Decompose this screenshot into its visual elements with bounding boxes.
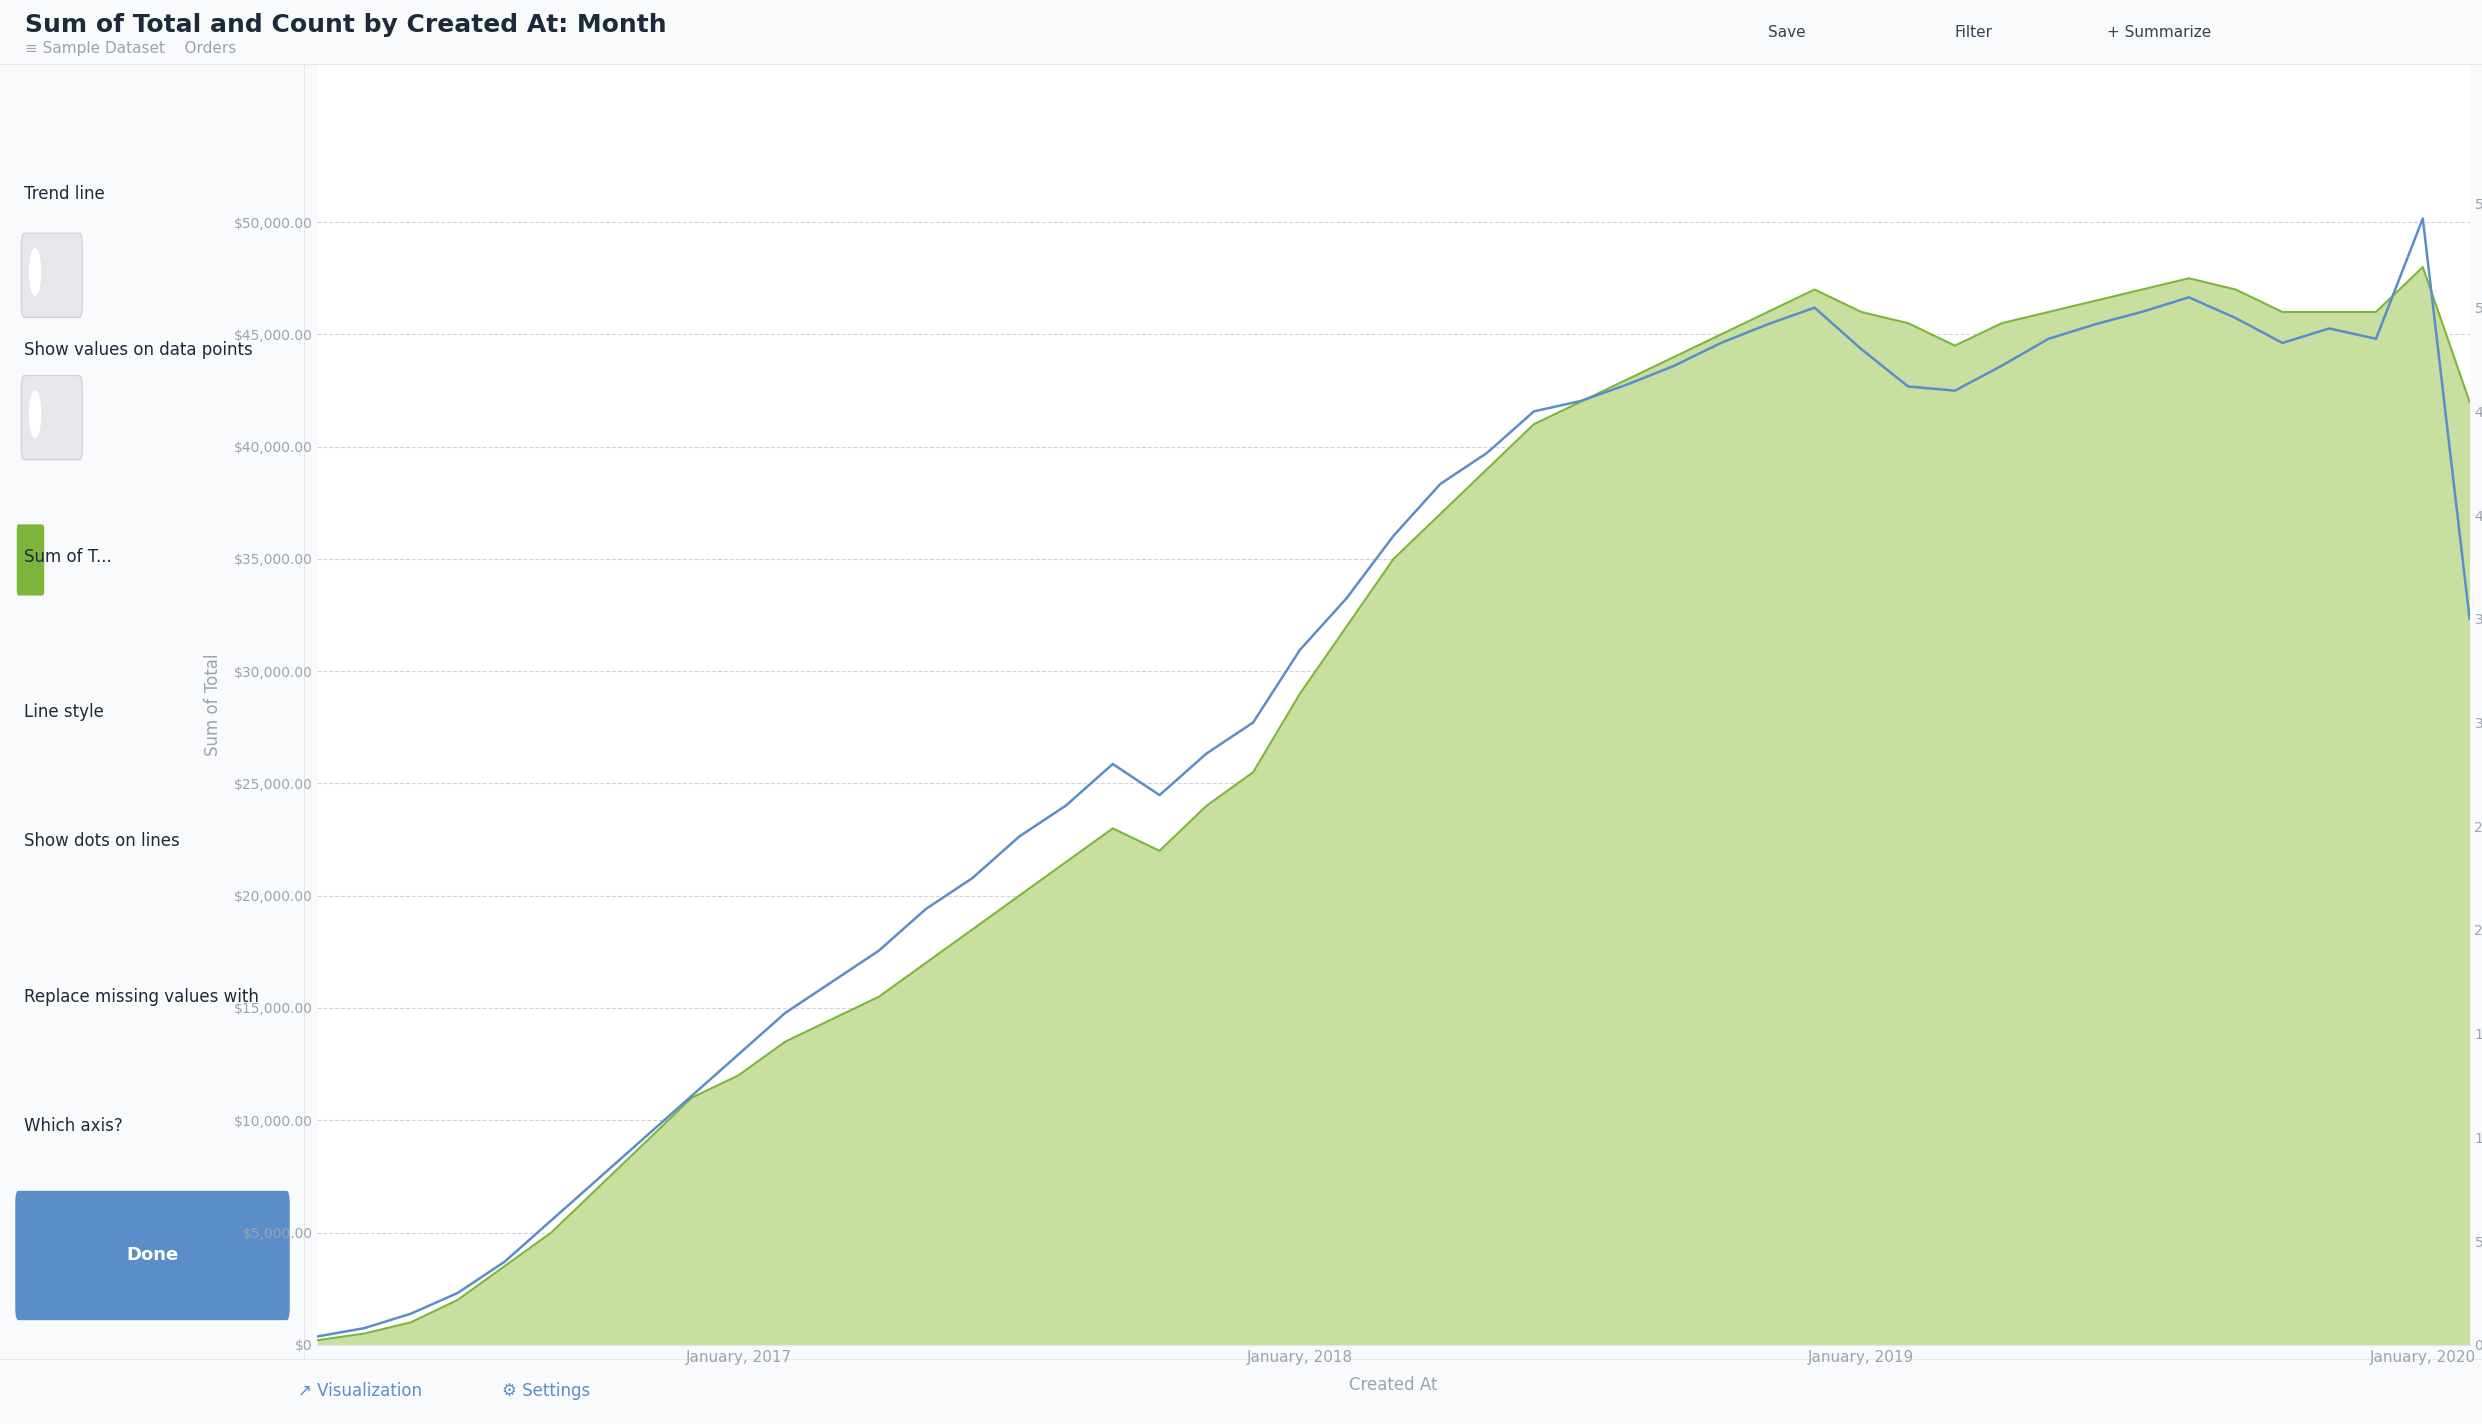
Y-axis label: Sum of Total: Sum of Total — [204, 654, 223, 756]
Text: Line style: Line style — [25, 703, 104, 721]
Text: ↗ Visualization: ↗ Visualization — [298, 1383, 422, 1400]
Circle shape — [30, 392, 40, 437]
Text: ⚙ Settings: ⚙ Settings — [501, 1383, 591, 1400]
Legend: Sum of Total, Count: Sum of Total, Count — [318, 0, 573, 7]
X-axis label: Created At: Created At — [1350, 1376, 1437, 1394]
Text: Trend line: Trend line — [25, 185, 104, 204]
Text: Show values on data points: Show values on data points — [25, 340, 253, 359]
FancyBboxPatch shape — [22, 376, 82, 460]
Text: Which axis?: Which axis? — [25, 1116, 124, 1135]
FancyBboxPatch shape — [15, 1190, 290, 1320]
Text: ≡ Sample Dataset   ⁣⁣⁣ Orders: ≡ Sample Dataset ⁣⁣⁣ Orders — [25, 41, 236, 57]
Text: Sum of T...: Sum of T... — [25, 548, 112, 565]
Text: Save: Save — [1767, 26, 1807, 40]
Circle shape — [30, 249, 40, 295]
Text: Replace missing values with: Replace missing values with — [25, 988, 258, 1005]
Text: Show dots on lines: Show dots on lines — [25, 833, 181, 850]
Text: + Summarize: + Summarize — [2107, 26, 2211, 40]
Text: Filter: Filter — [1953, 26, 1993, 40]
FancyBboxPatch shape — [17, 524, 45, 595]
Text: Done: Done — [127, 1246, 179, 1265]
FancyBboxPatch shape — [22, 234, 82, 318]
Text: Sum of Total and Count by Created At: Month: Sum of Total and Count by Created At: Mo… — [25, 13, 668, 37]
